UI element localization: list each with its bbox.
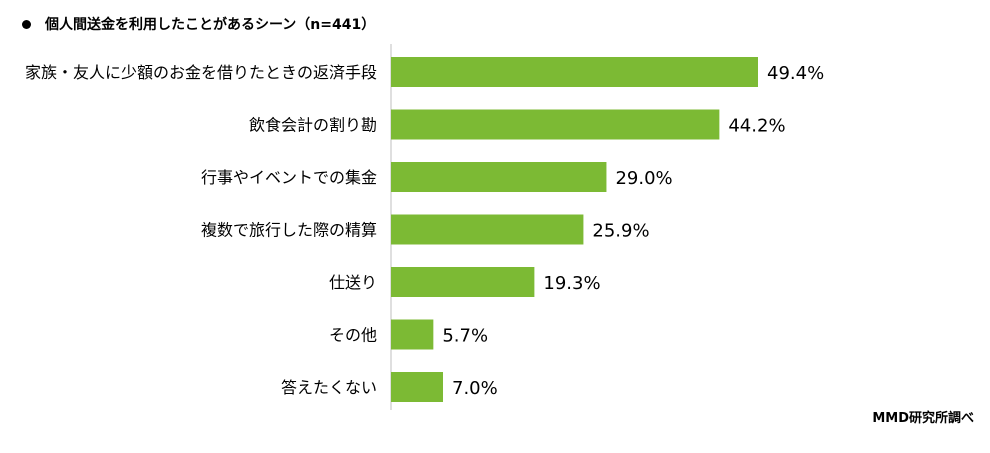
bar <box>391 372 444 402</box>
bar <box>391 162 607 192</box>
category-label: 家族・友人に少額のお金を借りたときの返済手段 <box>25 63 377 82</box>
chart-title: 個人間送金を利用したことがあるシーン（n=441） <box>45 17 376 33</box>
value-label: 44.2% <box>728 116 785 137</box>
bar <box>391 57 758 87</box>
category-label: 答えたくない <box>281 378 377 397</box>
bullet-icon <box>22 19 31 29</box>
chart-title-row: 個人間送金を利用したことがあるシーン（n=441） <box>22 14 375 34</box>
value-label: 25.9% <box>592 221 649 242</box>
value-label: 5.7% <box>442 326 488 347</box>
category-label: 飲食会計の割り勘 <box>249 116 377 135</box>
category-label: 行事やイベントでの集金 <box>201 168 377 187</box>
value-label: 49.4% <box>767 63 824 84</box>
bar <box>391 319 434 350</box>
source-credit: MMD研究所調べ <box>872 411 974 426</box>
bar <box>391 109 720 140</box>
bar <box>391 214 584 245</box>
category-label: 仕送り <box>329 273 377 292</box>
category-label: その他 <box>329 326 377 345</box>
value-label: 19.3% <box>543 273 600 294</box>
bar <box>391 267 535 297</box>
value-label: 29.0% <box>615 168 672 189</box>
category-label: 複数で旅行した際の精算 <box>201 221 377 240</box>
value-label: 7.0% <box>452 378 498 399</box>
